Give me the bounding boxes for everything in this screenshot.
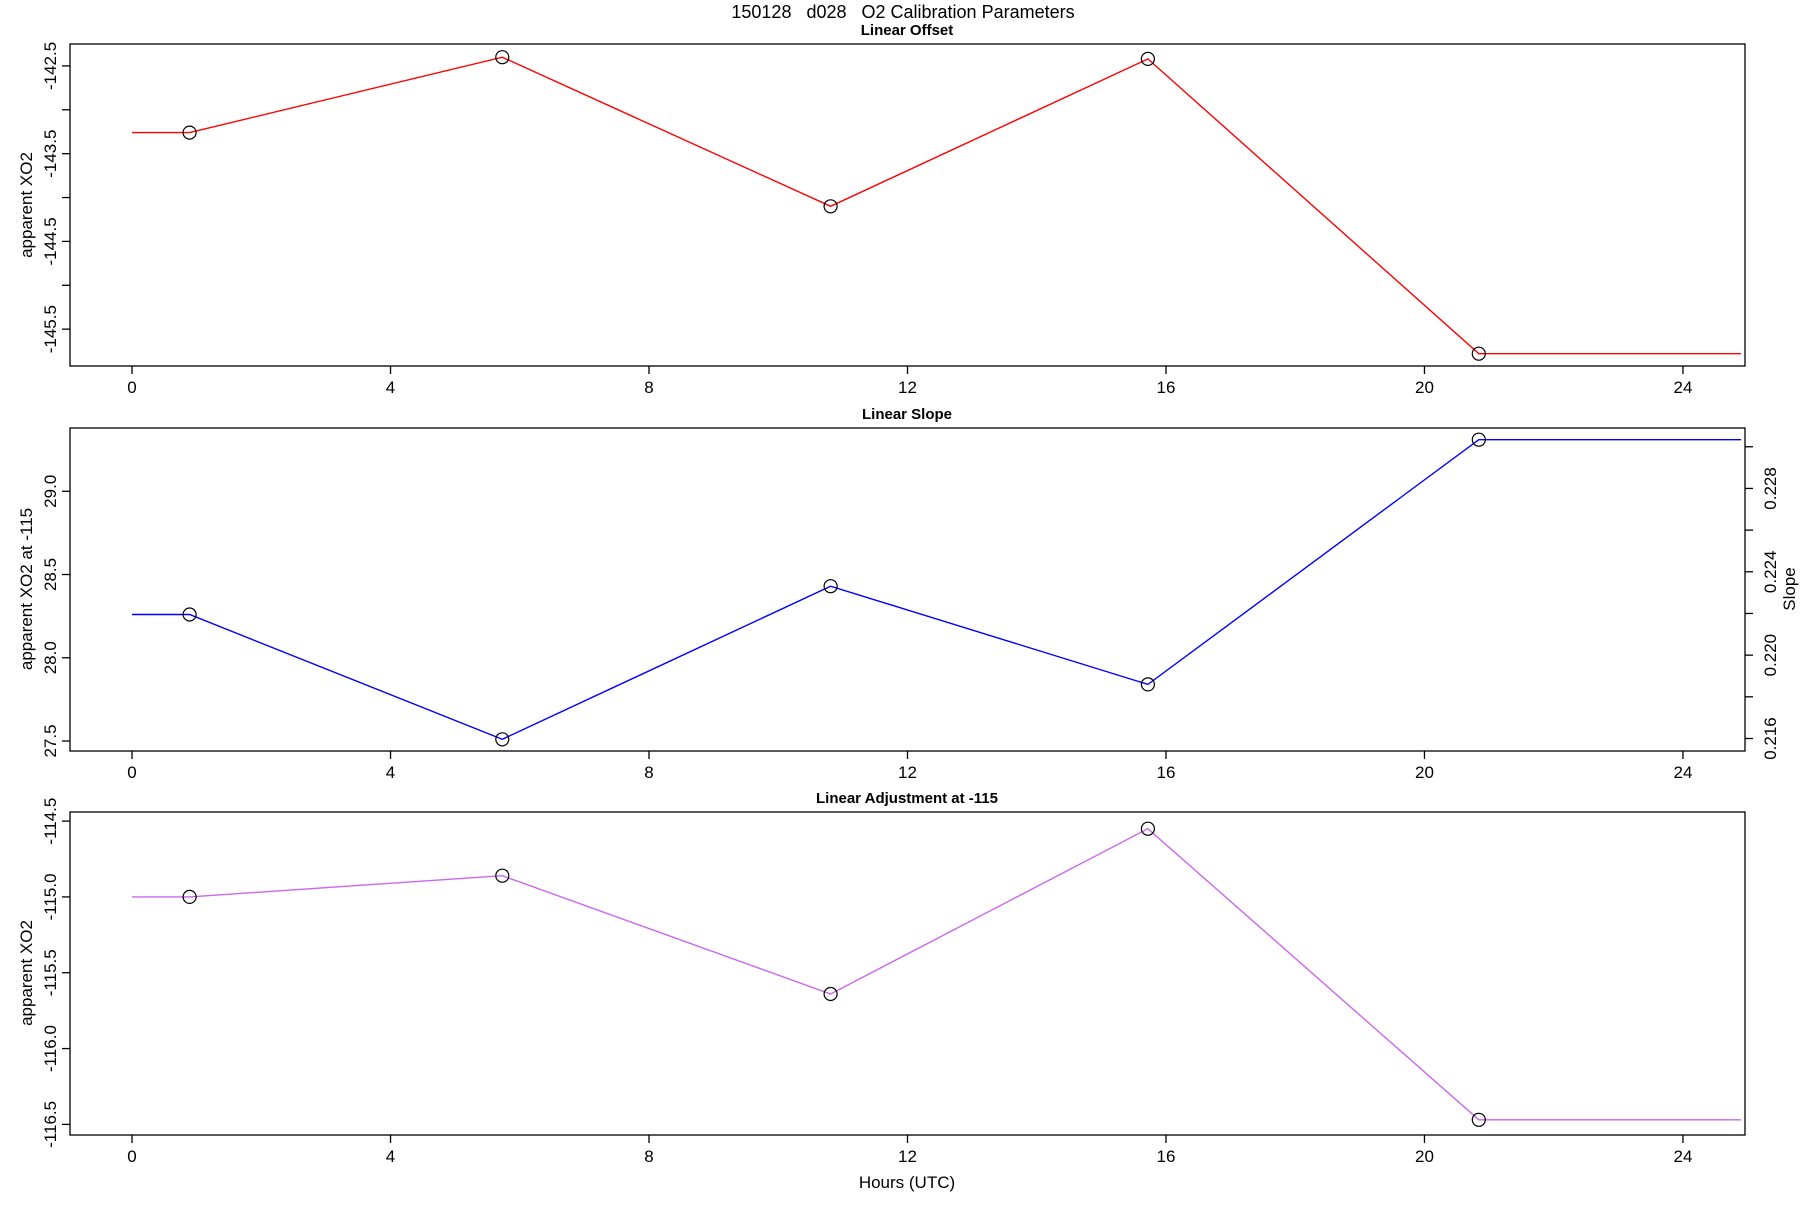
x-tick-label: 8 [644,763,653,782]
data-point [1471,1112,1486,1127]
x-tick-label: 4 [386,378,395,397]
data-point [495,868,510,883]
x-tick-label: 20 [1415,378,1434,397]
right-y-tick-label: 0.224 [1761,551,1780,594]
data-point [495,732,510,747]
figure-title: 150128 d028 O2 Calibration Parameters [731,2,1074,22]
x-tick-label: 4 [386,1147,395,1166]
x-tick-label: 8 [644,378,653,397]
data-point [1471,432,1486,447]
y-tick-label: -116.0 [41,1025,60,1072]
x-tick-label: 12 [898,378,917,397]
y-tick-label: -114.5 [41,798,60,845]
right-axis-label-slope: Slope [1780,567,1799,610]
data-point [1140,51,1156,67]
x-tick-label: 12 [898,763,917,782]
data-point [823,986,838,1002]
x-tick-label: 12 [898,1147,917,1166]
y-tick-label: 28.5 [41,558,60,591]
data-point [1471,346,1486,361]
y-tick-label: -143.5 [41,130,60,178]
x-tick-label: 24 [1674,1147,1693,1166]
panel-1-border [69,427,1746,752]
y-axis-label-offset: apparent XO2 [17,152,36,258]
data-point [182,607,197,622]
y-tick-label: -115.5 [41,949,60,996]
y-tick-label: 27.5 [41,724,60,757]
x-tick-label: 24 [1674,378,1693,397]
x-tick-label: 16 [1157,763,1176,782]
x-tick-label: 24 [1674,763,1693,782]
x-tick-label: 0 [127,763,136,782]
data-point [495,50,510,65]
series-line [132,827,1742,1121]
panel-title-linear-adjustment: Linear Adjustment at -115 [816,790,998,807]
y-tick-label: -142.5 [41,42,60,90]
data-point [823,199,838,214]
right-y-tick-label: 0.216 [1761,717,1780,760]
y-tick-label: -145.5 [41,305,60,353]
y-tick-label: -116.5 [41,1101,60,1148]
panel-0-border [69,43,1746,367]
right-y-tick-label: 0.228 [1761,467,1780,510]
panel-2-border [69,811,1746,1136]
y-axis-label-adjustment: apparent XO2 [17,920,36,1026]
x-tick-label: 8 [644,1147,653,1166]
x-tick-label: 20 [1415,763,1434,782]
y-tick-label: -144.5 [41,217,60,265]
data-point [1140,677,1156,692]
y-tick-label: -115.0 [41,873,60,920]
data-point [1140,821,1156,836]
y-axis-label-slope-left: apparent XO2 at -115 [17,508,36,670]
y-tick-label: 28.0 [41,641,60,674]
panel-title-linear-offset: Linear Offset [861,22,954,39]
series-line [132,56,1742,355]
series-line [132,439,1742,741]
right-y-tick-label: 0.220 [1761,634,1780,677]
x-tick-label: 0 [127,1147,136,1166]
x-tick-label: 4 [386,763,395,782]
data-point [823,579,838,594]
x-tick-label: 16 [1157,378,1176,397]
x-tick-label: 0 [127,378,136,397]
data-point [182,125,197,140]
panel-title-linear-slope: Linear Slope [862,406,952,423]
data-point [182,889,197,905]
x-tick-label: 16 [1157,1147,1176,1166]
y-tick-label: 29.0 [41,475,60,508]
x-axis-label: Hours (UTC) [859,1173,955,1192]
x-tick-label: 20 [1415,1147,1434,1166]
